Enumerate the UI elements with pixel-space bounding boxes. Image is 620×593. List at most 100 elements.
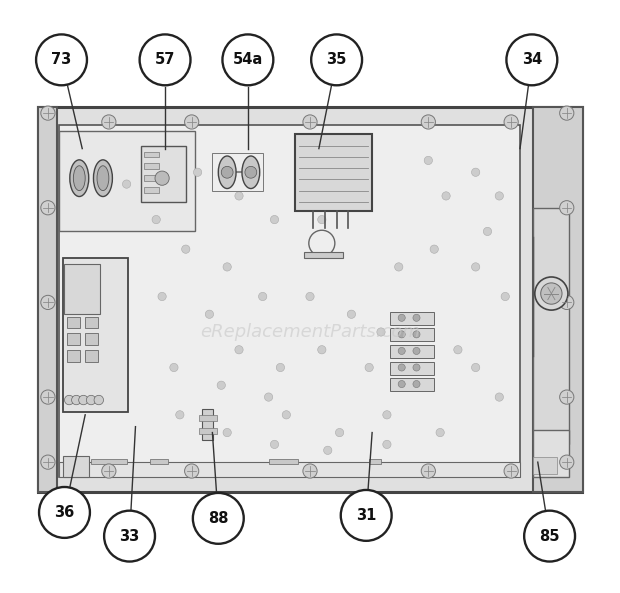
Circle shape	[471, 263, 480, 271]
Circle shape	[560, 200, 574, 215]
Circle shape	[535, 277, 568, 310]
Circle shape	[155, 171, 169, 185]
Bar	[63, 258, 128, 412]
Bar	[85, 350, 98, 362]
Ellipse shape	[242, 156, 260, 189]
Circle shape	[303, 115, 317, 129]
Text: 73: 73	[51, 52, 72, 68]
Circle shape	[41, 295, 55, 310]
Circle shape	[317, 346, 326, 354]
Circle shape	[41, 390, 55, 404]
Ellipse shape	[70, 160, 89, 196]
Circle shape	[193, 493, 244, 544]
Circle shape	[442, 192, 450, 200]
Circle shape	[270, 440, 278, 448]
Circle shape	[471, 364, 480, 372]
Text: 57: 57	[155, 52, 175, 68]
Circle shape	[217, 381, 226, 390]
Text: 36: 36	[55, 505, 74, 520]
Bar	[369, 459, 381, 464]
Circle shape	[36, 34, 87, 85]
Bar	[58, 462, 520, 477]
Circle shape	[398, 314, 405, 321]
Circle shape	[170, 364, 178, 372]
Circle shape	[504, 464, 518, 478]
Text: 85: 85	[539, 528, 560, 544]
Circle shape	[39, 487, 90, 538]
Bar	[268, 459, 298, 464]
Bar	[38, 107, 58, 492]
Circle shape	[324, 446, 332, 454]
Circle shape	[377, 328, 385, 336]
Bar	[91, 459, 126, 464]
Ellipse shape	[94, 160, 112, 196]
Ellipse shape	[73, 166, 85, 190]
Circle shape	[311, 34, 362, 85]
Circle shape	[495, 192, 503, 200]
Circle shape	[341, 490, 392, 541]
Bar	[68, 333, 81, 345]
Circle shape	[507, 34, 557, 85]
Bar	[144, 152, 159, 158]
Bar	[390, 329, 434, 342]
Circle shape	[64, 396, 74, 405]
Circle shape	[413, 364, 420, 371]
Bar	[141, 146, 186, 202]
Circle shape	[471, 168, 480, 176]
Bar	[533, 208, 569, 444]
Circle shape	[175, 411, 184, 419]
Circle shape	[102, 115, 116, 129]
Circle shape	[223, 428, 231, 436]
Circle shape	[398, 347, 405, 355]
Bar	[213, 153, 263, 191]
Bar	[390, 378, 434, 391]
Bar	[295, 134, 372, 211]
Circle shape	[193, 168, 202, 176]
Bar	[64, 264, 100, 314]
Bar	[533, 429, 569, 477]
Circle shape	[560, 106, 574, 120]
Circle shape	[140, 34, 190, 85]
Circle shape	[259, 292, 267, 301]
Bar	[199, 415, 216, 421]
Circle shape	[394, 263, 403, 271]
Bar	[68, 350, 81, 362]
Bar	[199, 428, 216, 433]
Bar	[58, 131, 195, 231]
Circle shape	[102, 464, 116, 478]
Circle shape	[158, 292, 166, 301]
Bar	[63, 456, 89, 477]
Circle shape	[86, 396, 96, 405]
Circle shape	[277, 364, 285, 372]
Circle shape	[436, 428, 445, 436]
Circle shape	[430, 245, 438, 253]
Circle shape	[223, 34, 273, 85]
Circle shape	[182, 245, 190, 253]
Circle shape	[347, 310, 355, 318]
Circle shape	[265, 393, 273, 401]
Text: eReplacementParts.com: eReplacementParts.com	[200, 323, 420, 341]
Circle shape	[71, 396, 81, 405]
Circle shape	[398, 331, 405, 338]
Circle shape	[41, 106, 55, 120]
Circle shape	[303, 464, 317, 478]
Circle shape	[223, 263, 231, 271]
Circle shape	[185, 464, 199, 478]
Circle shape	[41, 455, 55, 469]
Text: 54a: 54a	[232, 52, 263, 68]
Circle shape	[94, 396, 104, 405]
Circle shape	[41, 200, 55, 215]
Circle shape	[398, 364, 405, 371]
Bar	[390, 362, 434, 375]
Bar	[390, 312, 434, 325]
Text: 35: 35	[327, 52, 347, 68]
Circle shape	[413, 331, 420, 338]
Circle shape	[495, 393, 503, 401]
Circle shape	[424, 157, 433, 165]
Text: 34: 34	[521, 52, 542, 68]
Text: 31: 31	[356, 508, 376, 523]
Circle shape	[484, 227, 492, 235]
Circle shape	[365, 364, 373, 372]
Text: 88: 88	[208, 511, 229, 526]
Circle shape	[454, 346, 462, 354]
